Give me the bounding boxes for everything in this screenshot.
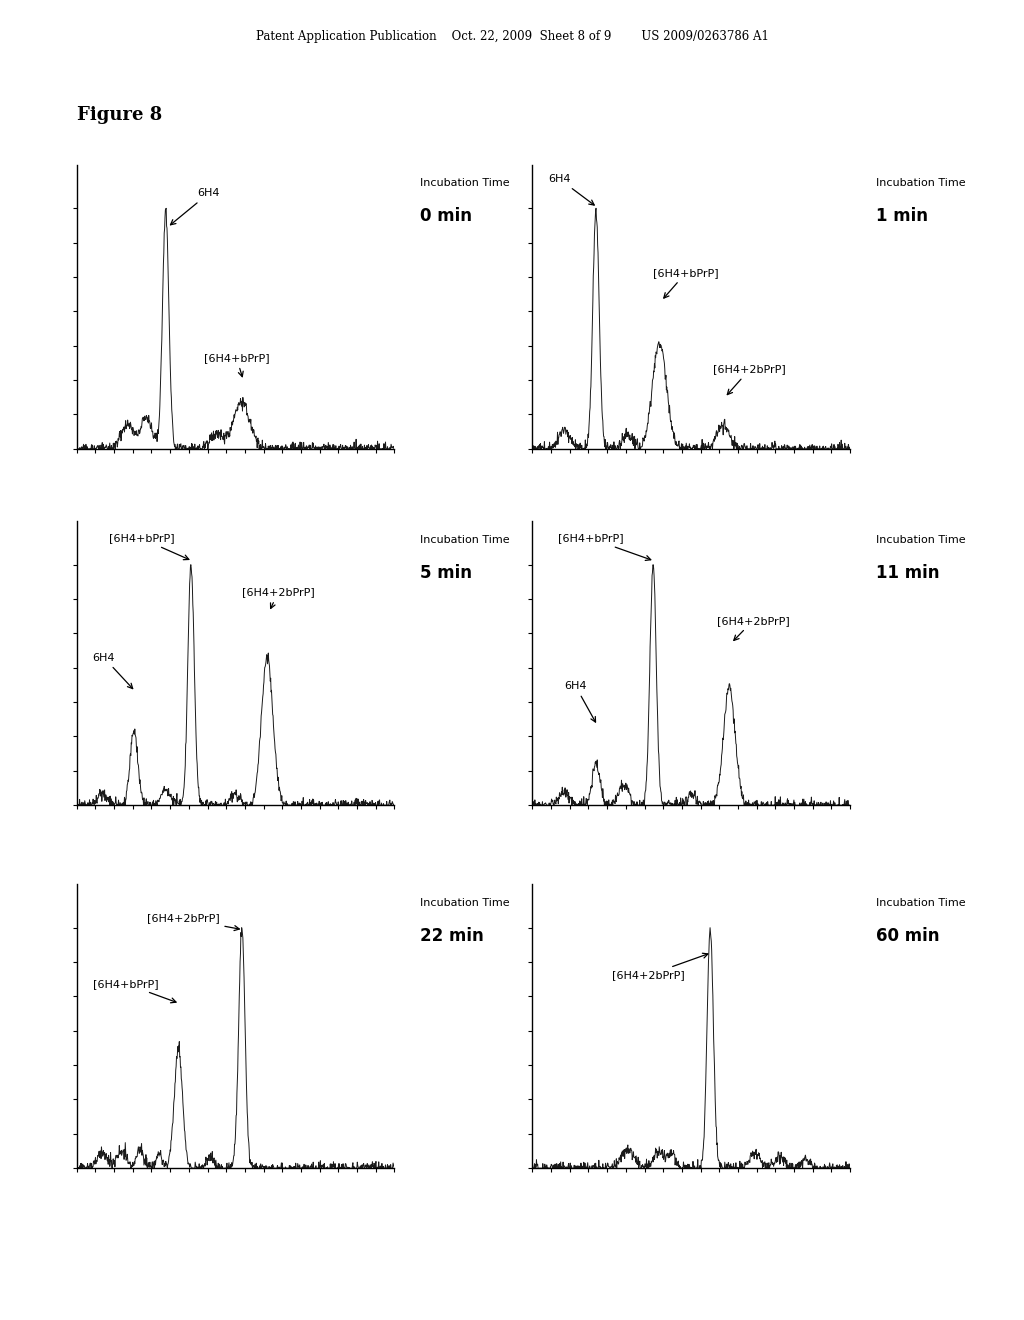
Text: [6H4+2bPrP]: [6H4+2bPrP]: [146, 913, 240, 931]
Text: [6H4+2bPrP]: [6H4+2bPrP]: [717, 615, 790, 640]
Text: [6H4+bPrP]: [6H4+bPrP]: [558, 533, 651, 561]
Text: [6H4+bPrP]: [6H4+bPrP]: [204, 352, 269, 376]
Text: Incubation Time: Incubation Time: [876, 535, 966, 545]
Text: Patent Application Publication    Oct. 22, 2009  Sheet 8 of 9        US 2009/026: Patent Application Publication Oct. 22, …: [256, 30, 768, 44]
Text: [6H4+2bPrP]: [6H4+2bPrP]: [242, 587, 314, 609]
Text: 6H4: 6H4: [564, 681, 596, 722]
Text: Incubation Time: Incubation Time: [876, 178, 966, 189]
Text: [6H4+bPrP]: [6H4+bPrP]: [92, 978, 176, 1003]
Text: 6H4: 6H4: [549, 174, 594, 205]
Text: [6H4+bPrP]: [6H4+bPrP]: [109, 533, 188, 560]
Text: Figure 8: Figure 8: [77, 106, 162, 124]
Text: 0 min: 0 min: [420, 207, 472, 226]
Text: 5 min: 5 min: [420, 564, 472, 582]
Text: Incubation Time: Incubation Time: [420, 898, 510, 908]
Text: 6H4: 6H4: [170, 189, 220, 224]
Text: 11 min: 11 min: [876, 564, 939, 582]
Text: [6H4+2bPrP]: [6H4+2bPrP]: [612, 953, 708, 981]
Text: [6H4+bPrP]: [6H4+bPrP]: [653, 268, 719, 298]
Text: 60 min: 60 min: [876, 927, 939, 945]
Text: 22 min: 22 min: [420, 927, 483, 945]
Text: [6H4+2bPrP]: [6H4+2bPrP]: [714, 364, 786, 395]
Text: Incubation Time: Incubation Time: [420, 535, 510, 545]
Text: 6H4: 6H4: [92, 652, 133, 689]
Text: Incubation Time: Incubation Time: [876, 898, 966, 908]
Text: Incubation Time: Incubation Time: [420, 178, 510, 189]
Text: 1 min: 1 min: [876, 207, 928, 226]
